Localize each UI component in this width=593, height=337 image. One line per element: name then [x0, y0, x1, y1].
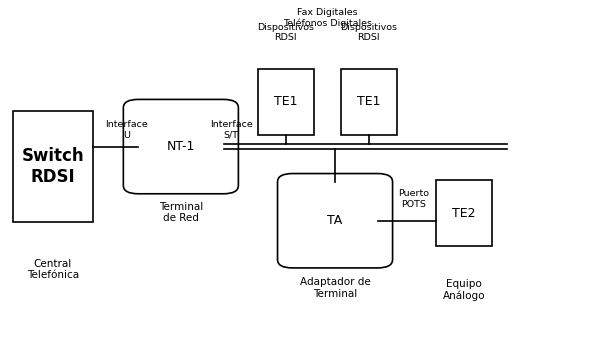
Text: Dispositivos
RDSI: Dispositivos RDSI [340, 23, 397, 42]
FancyBboxPatch shape [258, 69, 314, 135]
Text: Puerto
POTS: Puerto POTS [398, 189, 429, 209]
Text: Switch
RDSI: Switch RDSI [22, 147, 84, 186]
Text: Fax Digitales
Teléfonos Digitales: Fax Digitales Teléfonos Digitales [283, 8, 372, 28]
FancyBboxPatch shape [278, 174, 393, 268]
Text: NT-1: NT-1 [167, 140, 195, 153]
Text: Interface
U: Interface U [105, 120, 148, 140]
Text: TA: TA [327, 214, 343, 227]
FancyBboxPatch shape [13, 111, 93, 222]
FancyBboxPatch shape [341, 69, 397, 135]
Text: Dispositivos
RDSI: Dispositivos RDSI [257, 23, 314, 42]
Text: TE1: TE1 [275, 95, 298, 109]
FancyBboxPatch shape [123, 99, 238, 194]
Text: Adaptador de
Terminal: Adaptador de Terminal [299, 277, 371, 299]
FancyBboxPatch shape [436, 180, 492, 246]
Text: Terminal
de Red: Terminal de Red [159, 202, 203, 223]
Text: TE1: TE1 [358, 95, 381, 109]
Text: Central
Telefónica: Central Telefónica [27, 259, 79, 280]
Text: TE2: TE2 [452, 207, 476, 220]
Text: Equipo
Análogo: Equipo Análogo [442, 279, 485, 301]
Text: Interface
S/T: Interface S/T [210, 120, 253, 140]
